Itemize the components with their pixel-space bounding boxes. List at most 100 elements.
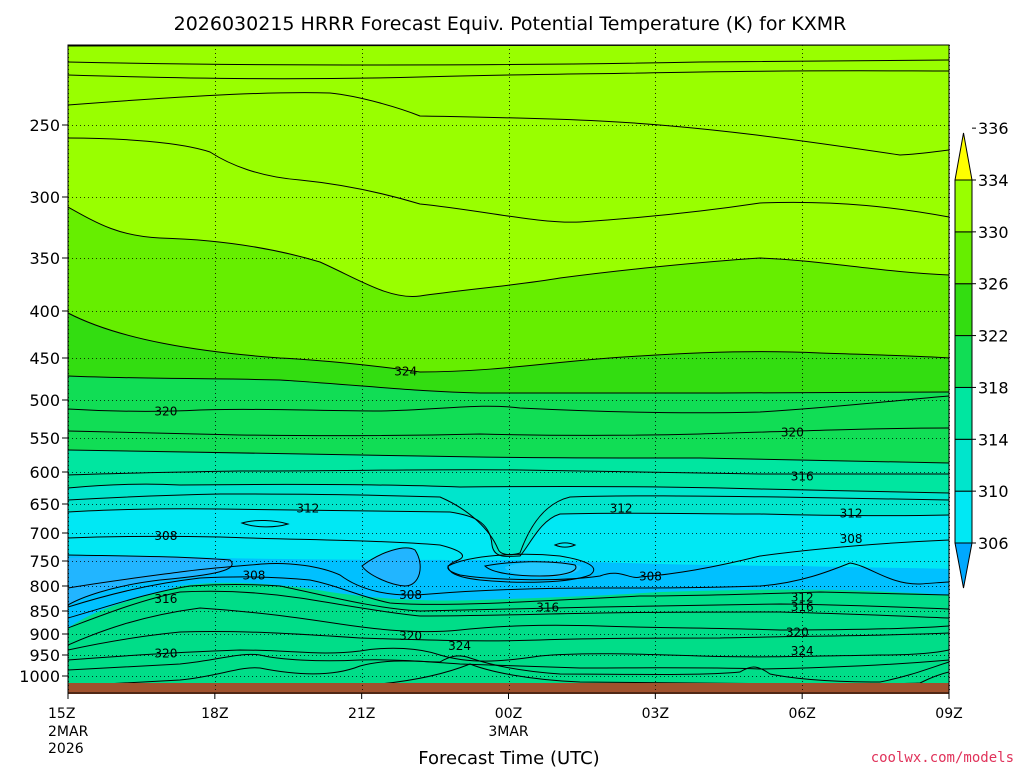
contour-line-6	[68, 206, 949, 298]
contour-line-27	[68, 607, 949, 646]
colorbar-label-310: 310	[978, 482, 1009, 501]
grid-lines	[68, 45, 950, 693]
plot-area	[68, 45, 949, 693]
x-tick-label-18Z: 18Z	[201, 706, 228, 722]
contour-line-23	[68, 562, 949, 596]
contour-line-30	[68, 653, 949, 671]
y-tick-label-700: 700	[29, 524, 60, 543]
contour-line-29	[68, 647, 949, 662]
colorbar-segment-0	[954, 490, 973, 544]
colorbar-label-330: 330	[978, 223, 1009, 242]
contour-line-10	[68, 427, 949, 437]
contour-label-12: 308	[639, 570, 662, 584]
contour-line-3	[68, 70, 949, 80]
x-tick-label-15Z: 15Z	[48, 706, 75, 722]
contour-label-18: 320	[786, 626, 809, 640]
contour-line-26	[68, 590, 949, 629]
x-tick-label-21Z: 21Z	[348, 706, 375, 722]
colorbar-segment-6	[954, 179, 973, 233]
contour-label-3: 320	[781, 426, 804, 440]
contour-line-2	[68, 59, 949, 66]
x-tick-label-03Z: 03Z	[642, 706, 669, 722]
x-tick-sublabel-3MAR: 3MAR	[488, 724, 529, 740]
contour-label-20: 324	[448, 639, 471, 653]
contour-label-21: 324	[791, 644, 814, 658]
y-tick-label-750: 750	[29, 552, 60, 571]
contour-lines	[68, 45, 949, 693]
y-tick-label-600: 600	[29, 463, 60, 482]
y-tick-label-900: 900	[29, 625, 60, 644]
x-tick-label-09Z: 09Z	[935, 706, 962, 722]
y-tick-label-500: 500	[29, 391, 60, 410]
contour-line-9	[68, 395, 949, 414]
credit-link[interactable]: coolwx.com/models	[871, 750, 1014, 766]
contour-line-25	[68, 584, 949, 619]
cold-pocket-2	[362, 547, 421, 586]
y-tick-label-350: 350	[29, 249, 60, 268]
contour-label-19: 320	[154, 647, 177, 661]
contour-line-22	[483, 561, 577, 577]
contour-label-16: 316	[791, 600, 814, 614]
colorbar: 306 310 314 318 322 326 330 334 336	[954, 119, 1009, 589]
contour-label-15: 312	[791, 591, 814, 605]
contour-line-24	[68, 576, 949, 608]
colorbar-label-318: 318	[978, 378, 1009, 397]
contour-label-17: 320	[399, 629, 422, 643]
contour-label-6: 312	[610, 502, 633, 516]
y-tick-label-1000: 1000	[19, 667, 60, 686]
contour-line-12	[68, 469, 949, 476]
y-tick-label-300: 300	[29, 188, 60, 207]
contour-label-9: 308	[840, 532, 863, 546]
y-tick-label-650: 650	[29, 495, 60, 514]
y-tick-label-550: 550	[29, 429, 60, 448]
contour-line-17	[240, 520, 290, 528]
colorbar-label-322: 322	[978, 327, 1009, 346]
contour-line-13	[68, 483, 949, 494]
contour-line-31	[68, 655, 949, 687]
colorbar-label-336: 336	[978, 119, 1009, 138]
contour-label-7: 312	[840, 506, 863, 520]
contour-label-2: 320	[154, 404, 177, 418]
contour-line-28	[68, 630, 949, 651]
contour-line-16	[68, 535, 949, 581]
y-tick-label-800: 800	[29, 577, 60, 596]
colorbar-label-306: 306	[978, 534, 1009, 553]
contour-line-4	[68, 92, 949, 156]
x-tick-sublabel-2MAR: 2MAR	[48, 724, 89, 740]
contour-line-19	[68, 554, 233, 606]
colorbar-segment-3	[954, 335, 973, 388]
colorbar-label-326: 326	[978, 275, 1009, 294]
y-tick-label-400: 400	[29, 302, 60, 321]
contour-label-8: 308	[154, 529, 177, 543]
contour-line-18	[553, 542, 577, 548]
x-axis-title: Forecast Time (UTC)	[418, 748, 599, 768]
contour-line-21	[447, 553, 595, 583]
contour-line-8	[68, 375, 949, 394]
y-tick-label-250: 250	[29, 116, 60, 135]
x-tick-sublabel-2026: 2026	[48, 741, 84, 757]
x-tick-label-00Z: 00Z	[495, 706, 522, 722]
contour-label-10: 308	[243, 569, 266, 583]
colorbar-bottom-arrow	[954, 542, 973, 589]
y-tick-label-850: 850	[29, 602, 60, 621]
contour-line-7	[68, 312, 949, 373]
y-tick-label-450: 450	[29, 349, 60, 368]
chart-title: 2026030215 HRRR Forecast Equiv. Potentia…	[174, 13, 847, 35]
contour-line-11	[68, 449, 949, 464]
contour-label-14: 316	[536, 601, 559, 615]
x-tick-label-06Z: 06Z	[788, 706, 815, 722]
band-lowlevel	[68, 582, 949, 693]
colorbar-top-arrow	[954, 132, 973, 181]
colorbar-segment-5	[954, 231, 973, 285]
colorbar-segment-4	[954, 283, 973, 337]
contour-label-13: 316	[154, 592, 177, 606]
contour-label-4: 316	[791, 469, 814, 483]
colorbar-segment-2	[954, 386, 973, 440]
cold-pocket-3	[505, 561, 581, 578]
contour-line-5	[68, 137, 949, 223]
contour-line-20	[361, 547, 421, 587]
contour-label-5: 312	[296, 502, 319, 516]
